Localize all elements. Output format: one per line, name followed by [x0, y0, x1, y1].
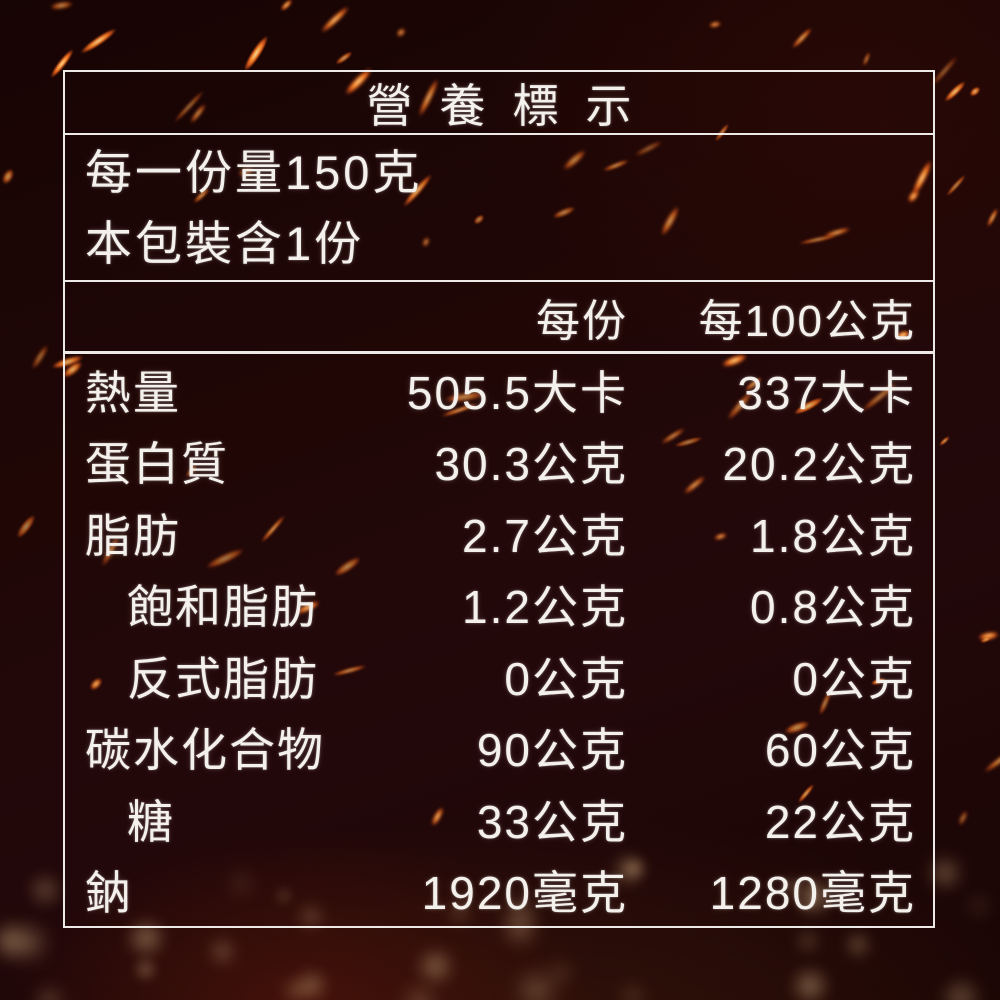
bokeh-light	[395, 978, 444, 1000]
bokeh-light	[0, 920, 31, 962]
bokeh-light	[207, 936, 238, 967]
fire-spark-icon	[938, 435, 951, 447]
fire-spark-icon	[977, 630, 1000, 642]
nutrient-value-per-100g: 20.2公克	[722, 438, 916, 491]
nutrient-value-per-100g: 1280毫克	[709, 867, 916, 920]
nutrient-value-per-serving: 33公克	[476, 795, 628, 848]
nutrient-value-per-serving: 1.2公克	[462, 581, 628, 634]
nutrient-value-per-serving: 1920毫克	[421, 867, 628, 920]
nutrient-row: 糖 33公克 22公克	[65, 783, 933, 855]
fire-spark-icon	[708, 20, 722, 29]
bokeh-light	[278, 973, 313, 1000]
bokeh-light	[24, 869, 66, 911]
bokeh-light	[937, 974, 985, 1000]
bokeh-light	[622, 986, 643, 1000]
fire-spark-icon	[985, 207, 1000, 228]
nutrient-value-per-100g: 0.8公克	[750, 581, 916, 634]
bokeh-light	[512, 966, 561, 1000]
fire-spark-icon	[240, 33, 272, 74]
nutrient-name: 反式脂肪	[127, 652, 319, 705]
fire-spark-icon	[30, 343, 50, 371]
fire-spark-icon	[0, 167, 16, 186]
bokeh-light	[33, 984, 66, 1000]
nutrient-row: 脂肪 2.7公克 1.8公克	[65, 497, 933, 569]
fire-spark-icon	[944, 173, 968, 198]
nutrient-rows: 熱量 505.5大卡 337大卡蛋白質 30.3公克 20.2公克脂肪 2.7公克 1.8公…	[65, 354, 933, 926]
nutrient-name: 碳水化合物	[85, 724, 325, 777]
bokeh-light	[787, 963, 833, 1000]
fire-spark-icon	[942, 79, 968, 104]
nutrient-name: 熱量	[85, 366, 181, 419]
nutrient-row: 蛋白質 30.3公克 20.2公克	[65, 426, 933, 498]
nutrient-value-per-serving: 30.3公克	[434, 438, 628, 491]
bokeh-light	[6, 920, 51, 965]
column-header-per-serving: 每份	[536, 296, 628, 346]
nutrient-value-per-100g: 0公克	[792, 652, 916, 705]
nutrient-value-per-serving: 0公克	[504, 652, 628, 705]
fire-spark-icon	[49, 0, 74, 11]
fire-spark-icon	[394, 26, 408, 39]
bokeh-light	[131, 955, 160, 984]
fire-spark-icon	[790, 25, 814, 51]
fire-spark-icon	[861, 51, 872, 67]
nutrient-row: 碳水化合物 90公克 60公克	[65, 712, 933, 784]
nutrient-row: 反式脂肪 0公克 0公克	[65, 640, 933, 712]
nutrient-name: 飽和脂肪	[127, 581, 319, 634]
fire-spark-icon	[979, 634, 993, 645]
nutrient-name: 糖	[127, 795, 175, 848]
servings-per-package-text: 本包裝含1份	[85, 216, 365, 270]
nutrient-value-per-100g: 60公克	[764, 724, 916, 777]
nutrient-value-per-serving: 2.7公克	[462, 509, 628, 562]
bokeh-light	[414, 945, 457, 988]
nutrient-value-per-100g: 22公克	[764, 795, 916, 848]
nutrient-value-per-100g: 337大卡	[737, 366, 916, 419]
nutrient-value-per-serving: 505.5大卡	[406, 366, 628, 419]
fire-spark-icon	[956, 809, 970, 827]
nutrient-row: 飽和脂肪 1.2公克 0.8公克	[65, 569, 933, 641]
fire-spark-icon	[968, 84, 982, 99]
nutrient-name: 脂肪	[85, 509, 181, 562]
fire-spark-icon	[982, 745, 1000, 775]
fire-spark-icon	[318, 3, 352, 36]
serving-size-text: 每一份量150克	[85, 145, 423, 199]
nutrient-row: 熱量 505.5大卡 337大卡	[65, 354, 933, 426]
column-header-per-100g: 每100公克	[698, 296, 916, 346]
nutrient-name: 蛋白質	[85, 438, 229, 491]
serving-info-section: 每一份量150克 本包裝含1份	[65, 135, 933, 282]
bokeh-light	[968, 895, 989, 916]
fire-spark-icon	[279, 0, 294, 13]
nutrient-row: 鈉 1920毫克 1280毫克	[65, 855, 933, 927]
bokeh-light	[793, 926, 823, 956]
nutrient-value-per-100g: 1.8公克	[750, 509, 916, 562]
nutrition-label-title: 營養標示	[65, 72, 933, 135]
bokeh-light	[845, 932, 871, 958]
fire-spark-icon	[334, 49, 354, 67]
fire-spark-icon	[13, 512, 39, 541]
column-header-row: 每份 每100公克	[65, 282, 933, 354]
fire-spark-icon	[78, 25, 119, 57]
bokeh-light	[291, 965, 332, 1000]
nutrient-name: 鈉	[85, 867, 133, 920]
bokeh-light	[546, 958, 575, 987]
nutrition-label: 營養標示 每一份量150克 本包裝含1份 每份 每100公克 熱量 505.5大卡…	[63, 70, 935, 928]
nutrient-value-per-serving: 90公克	[476, 724, 628, 777]
